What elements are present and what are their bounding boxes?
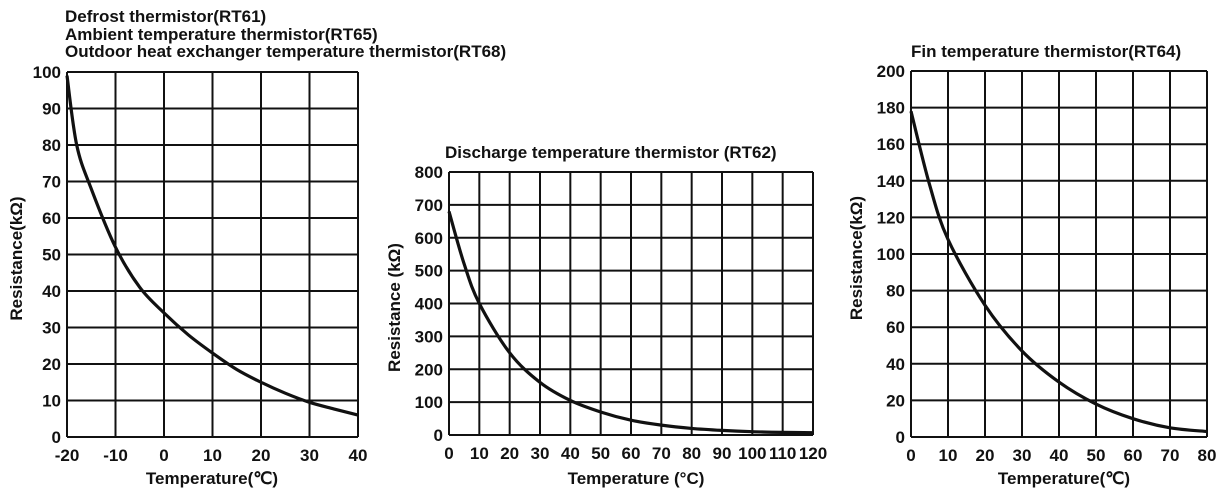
y-tick-label: 400 <box>415 295 443 314</box>
chart-title: Defrost thermistor(RT61) <box>65 7 266 26</box>
x-tick-label: 60 <box>1124 446 1143 465</box>
y-tick-label: 60 <box>886 318 905 337</box>
x-tick-label: 30 <box>300 446 319 465</box>
y-axis-label: Resistance(kΩ) <box>847 196 866 320</box>
x-tick-label: 120 <box>799 444 827 463</box>
y-tick-label: 200 <box>415 360 443 379</box>
x-tick-label: 50 <box>591 444 610 463</box>
y-tick-label: 0 <box>896 428 905 447</box>
x-tick-label: 80 <box>682 444 701 463</box>
x-tick-label: -20 <box>55 446 80 465</box>
x-tick-label: 30 <box>1013 446 1032 465</box>
y-axis-label: Resistance (kΩ) <box>385 243 404 372</box>
y-tick-label: 30 <box>42 319 61 338</box>
y-axis-label: Resistance(kΩ) <box>7 196 26 320</box>
x-tick-label: 20 <box>500 444 519 463</box>
y-tick-label: 120 <box>877 208 905 227</box>
x-tick-label: 40 <box>1050 446 1069 465</box>
x-tick-label: 0 <box>444 444 453 463</box>
y-tick-label: 140 <box>877 172 905 191</box>
y-tick-label: 50 <box>42 246 61 265</box>
x-tick-label: 60 <box>622 444 641 463</box>
chart-title: Discharge temperature thermistor (RT62) <box>445 143 777 162</box>
y-tick-label: 100 <box>415 393 443 412</box>
x-tick-label: 70 <box>1161 446 1180 465</box>
y-tick-label: 40 <box>886 355 905 374</box>
x-tick-label: 30 <box>531 444 550 463</box>
y-tick-label: 40 <box>42 282 61 301</box>
y-tick-label: 90 <box>42 100 61 119</box>
resistance-curve <box>909 110 1208 434</box>
y-tick-label: 180 <box>877 99 905 118</box>
y-tick-label: 10 <box>42 392 61 411</box>
x-tick-label: 50 <box>1087 446 1106 465</box>
x-tick-label: 0 <box>906 446 915 465</box>
x-tick-label: -10 <box>103 446 128 465</box>
chart-title: Ambient temperature thermistor(RT65) <box>65 25 378 44</box>
y-tick-label: 800 <box>415 163 443 182</box>
y-tick-label: 0 <box>434 426 443 445</box>
y-tick-label: 700 <box>415 196 443 215</box>
x-tick-label: 10 <box>203 446 222 465</box>
y-tick-label: 80 <box>886 282 905 301</box>
y-tick-label: 20 <box>42 355 61 374</box>
x-tick-label: 100 <box>738 444 766 463</box>
y-tick-label: 300 <box>415 327 443 346</box>
chart-1: Defrost thermistor(RT61)Ambient temperat… <box>7 7 506 488</box>
y-tick-label: 0 <box>52 428 61 447</box>
x-axis-label: Temperature(℃) <box>146 469 278 488</box>
y-tick-label: 80 <box>42 136 61 155</box>
y-tick-label: 160 <box>877 135 905 154</box>
x-tick-label: 0 <box>159 446 168 465</box>
x-tick-label: 40 <box>561 444 580 463</box>
chart-3: Fin temperature thermistor(RT64) 0 10 20 30 4… <box>847 42 1216 488</box>
y-tick-label: 60 <box>42 209 61 228</box>
x-tick-label: 80 <box>1198 446 1217 465</box>
x-tick-label: 10 <box>939 446 958 465</box>
y-tick-label: 100 <box>877 245 905 264</box>
y-tick-label: 600 <box>415 229 443 248</box>
resistance-curve <box>65 75 359 417</box>
x-tick-label: 20 <box>976 446 995 465</box>
y-tick-label: 500 <box>415 262 443 281</box>
x-tick-label: 10 <box>470 444 489 463</box>
y-tick-label: 70 <box>42 173 61 192</box>
x-tick-label: 20 <box>252 446 271 465</box>
x-axis-label: Temperature (°C) <box>568 469 705 488</box>
x-axis-label: Temperature(℃) <box>998 469 1130 488</box>
y-tick-label: 100 <box>33 63 61 82</box>
x-tick-label: 40 <box>349 446 368 465</box>
x-tick-label: 90 <box>713 444 732 463</box>
resistance-curve <box>447 211 814 435</box>
x-tick-label: 70 <box>652 444 671 463</box>
y-tick-label: 20 <box>886 391 905 410</box>
chart-title: Fin temperature thermistor(RT64) <box>911 42 1181 61</box>
y-tick-label: 200 <box>877 62 905 81</box>
chart-title: Outdoor heat exchanger temperature therm… <box>65 42 506 61</box>
chart-2: Discharge temperature thermistor (RT62) 0… <box>385 143 827 488</box>
x-tick-label: 110 <box>769 444 796 463</box>
